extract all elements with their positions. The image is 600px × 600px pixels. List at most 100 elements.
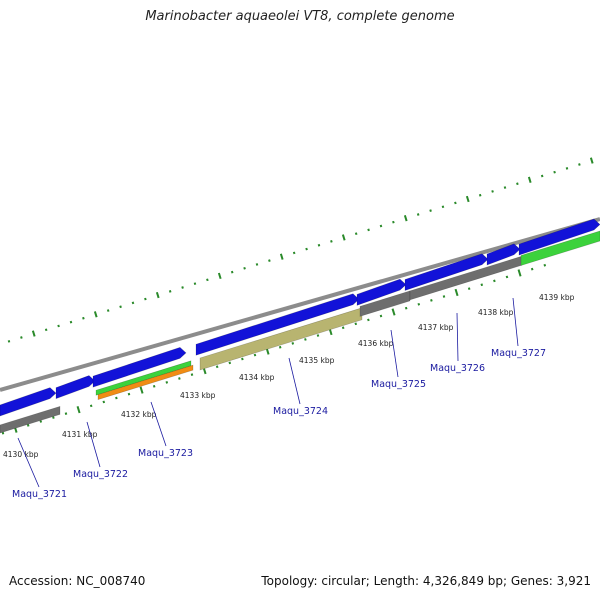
outer-tick	[589, 157, 594, 164]
outer-tick	[454, 201, 457, 205]
inner-tick	[241, 357, 244, 361]
inner-tick	[404, 306, 408, 310]
gene-feature	[0, 405, 61, 434]
cds-feature	[0, 387, 57, 417]
label-leader-line	[512, 297, 519, 347]
outer-tick	[527, 176, 532, 183]
inner-tick	[152, 384, 156, 388]
inner-tick	[228, 361, 232, 365]
outer-tick	[69, 320, 73, 324]
inner-tick	[278, 345, 282, 349]
outer-tick	[292, 251, 296, 255]
outer-tick	[131, 301, 135, 305]
inner-tick	[341, 326, 345, 330]
cds-feature	[518, 218, 600, 256]
inner-tick	[215, 365, 219, 369]
outer-tick	[392, 220, 395, 224]
kbp-label: 4130 kbp	[3, 450, 39, 459]
label-leader-line	[86, 421, 101, 468]
topology-text: Topology: circular; Length: 4,326,849 bp…	[261, 574, 591, 588]
inner-tick	[127, 392, 131, 396]
feature-track-layer	[0, 217, 600, 434]
outer-tick	[279, 253, 284, 260]
inner-tick	[139, 386, 144, 394]
kbp-label: 4137 kbp	[418, 323, 454, 332]
inner-tick	[379, 314, 383, 318]
outer-tick	[119, 305, 122, 309]
outer-tick	[565, 166, 569, 170]
outer-tick	[217, 272, 222, 280]
inner-tick	[480, 283, 484, 287]
kbp-label: 4139 kbp	[539, 293, 575, 302]
kbp-label: 4134 kbp	[239, 373, 275, 382]
gene-label: Maqu_3722	[73, 469, 128, 480]
outer-tick	[57, 324, 60, 328]
inner-tick	[367, 318, 370, 322]
inner-tick	[391, 308, 396, 316]
inner-tick	[354, 322, 358, 326]
kbp-label: 4138 kbp	[478, 308, 514, 317]
outer-tick	[181, 286, 184, 289]
outer-tick	[93, 311, 98, 318]
inner-tick	[543, 263, 547, 267]
outer-tick	[341, 234, 346, 241]
inner-tick	[190, 373, 194, 376]
inner-tick	[1, 431, 5, 435]
rrna-feature	[97, 364, 194, 401]
outer-tick	[7, 339, 11, 343]
gene-label: Maqu_3724	[273, 406, 328, 417]
inner-tick	[517, 269, 522, 277]
inner-tick	[493, 279, 496, 283]
inner-tick	[316, 334, 320, 337]
inner-tick	[178, 377, 181, 380]
inner-tick	[467, 287, 471, 291]
label-leader-line	[150, 401, 167, 447]
kbp-label: 4132 kbp	[121, 410, 157, 419]
kbp-label: 4136 kbp	[358, 339, 394, 348]
outer-tick	[441, 205, 445, 209]
inner-tick	[76, 406, 81, 414]
backbone-line	[0, 217, 600, 392]
outer-tick	[503, 186, 507, 189]
outer-tick	[305, 247, 308, 251]
outer-tick	[379, 224, 383, 228]
inner-tick	[530, 267, 534, 271]
cds-feature	[404, 253, 489, 291]
label-leader-line	[390, 329, 399, 378]
tick-marks-layer	[1, 157, 594, 435]
accession-text: Accession: NC_008740	[9, 574, 146, 588]
outer-tick	[540, 174, 544, 178]
inner-tick	[253, 353, 257, 357]
outer-tick	[367, 228, 370, 232]
outer-tick	[553, 170, 556, 174]
outer-tick	[20, 336, 23, 339]
outer-tick	[230, 270, 234, 274]
gene-label: Maqu_3721	[12, 489, 67, 500]
outer-tick	[193, 282, 197, 286]
inner-tick	[304, 338, 307, 341]
inner-tick	[165, 381, 169, 384]
kbp-label: 4135 kbp	[299, 356, 335, 365]
outer-tick	[82, 316, 85, 320]
outer-tick	[155, 291, 160, 299]
cds-feature	[486, 243, 521, 266]
inner-tick	[52, 416, 55, 419]
outer-tick	[578, 163, 581, 166]
outer-tick	[106, 309, 110, 312]
outer-tick	[255, 263, 259, 266]
outer-tick	[416, 213, 420, 216]
inner-tick	[442, 295, 446, 298]
cds-feature	[92, 346, 187, 388]
inner-tick	[64, 412, 68, 415]
inner-tick	[115, 396, 118, 400]
label-leader-line	[17, 437, 40, 488]
inner-tick	[291, 342, 295, 345]
trna-feature	[520, 230, 600, 266]
outer-tick	[354, 232, 358, 236]
outer-tick	[206, 278, 209, 282]
outer-tick	[491, 190, 494, 193]
outer-tick	[243, 266, 246, 270]
inner-tick	[454, 288, 459, 297]
kbp-label: 4133 kbp	[180, 391, 216, 400]
